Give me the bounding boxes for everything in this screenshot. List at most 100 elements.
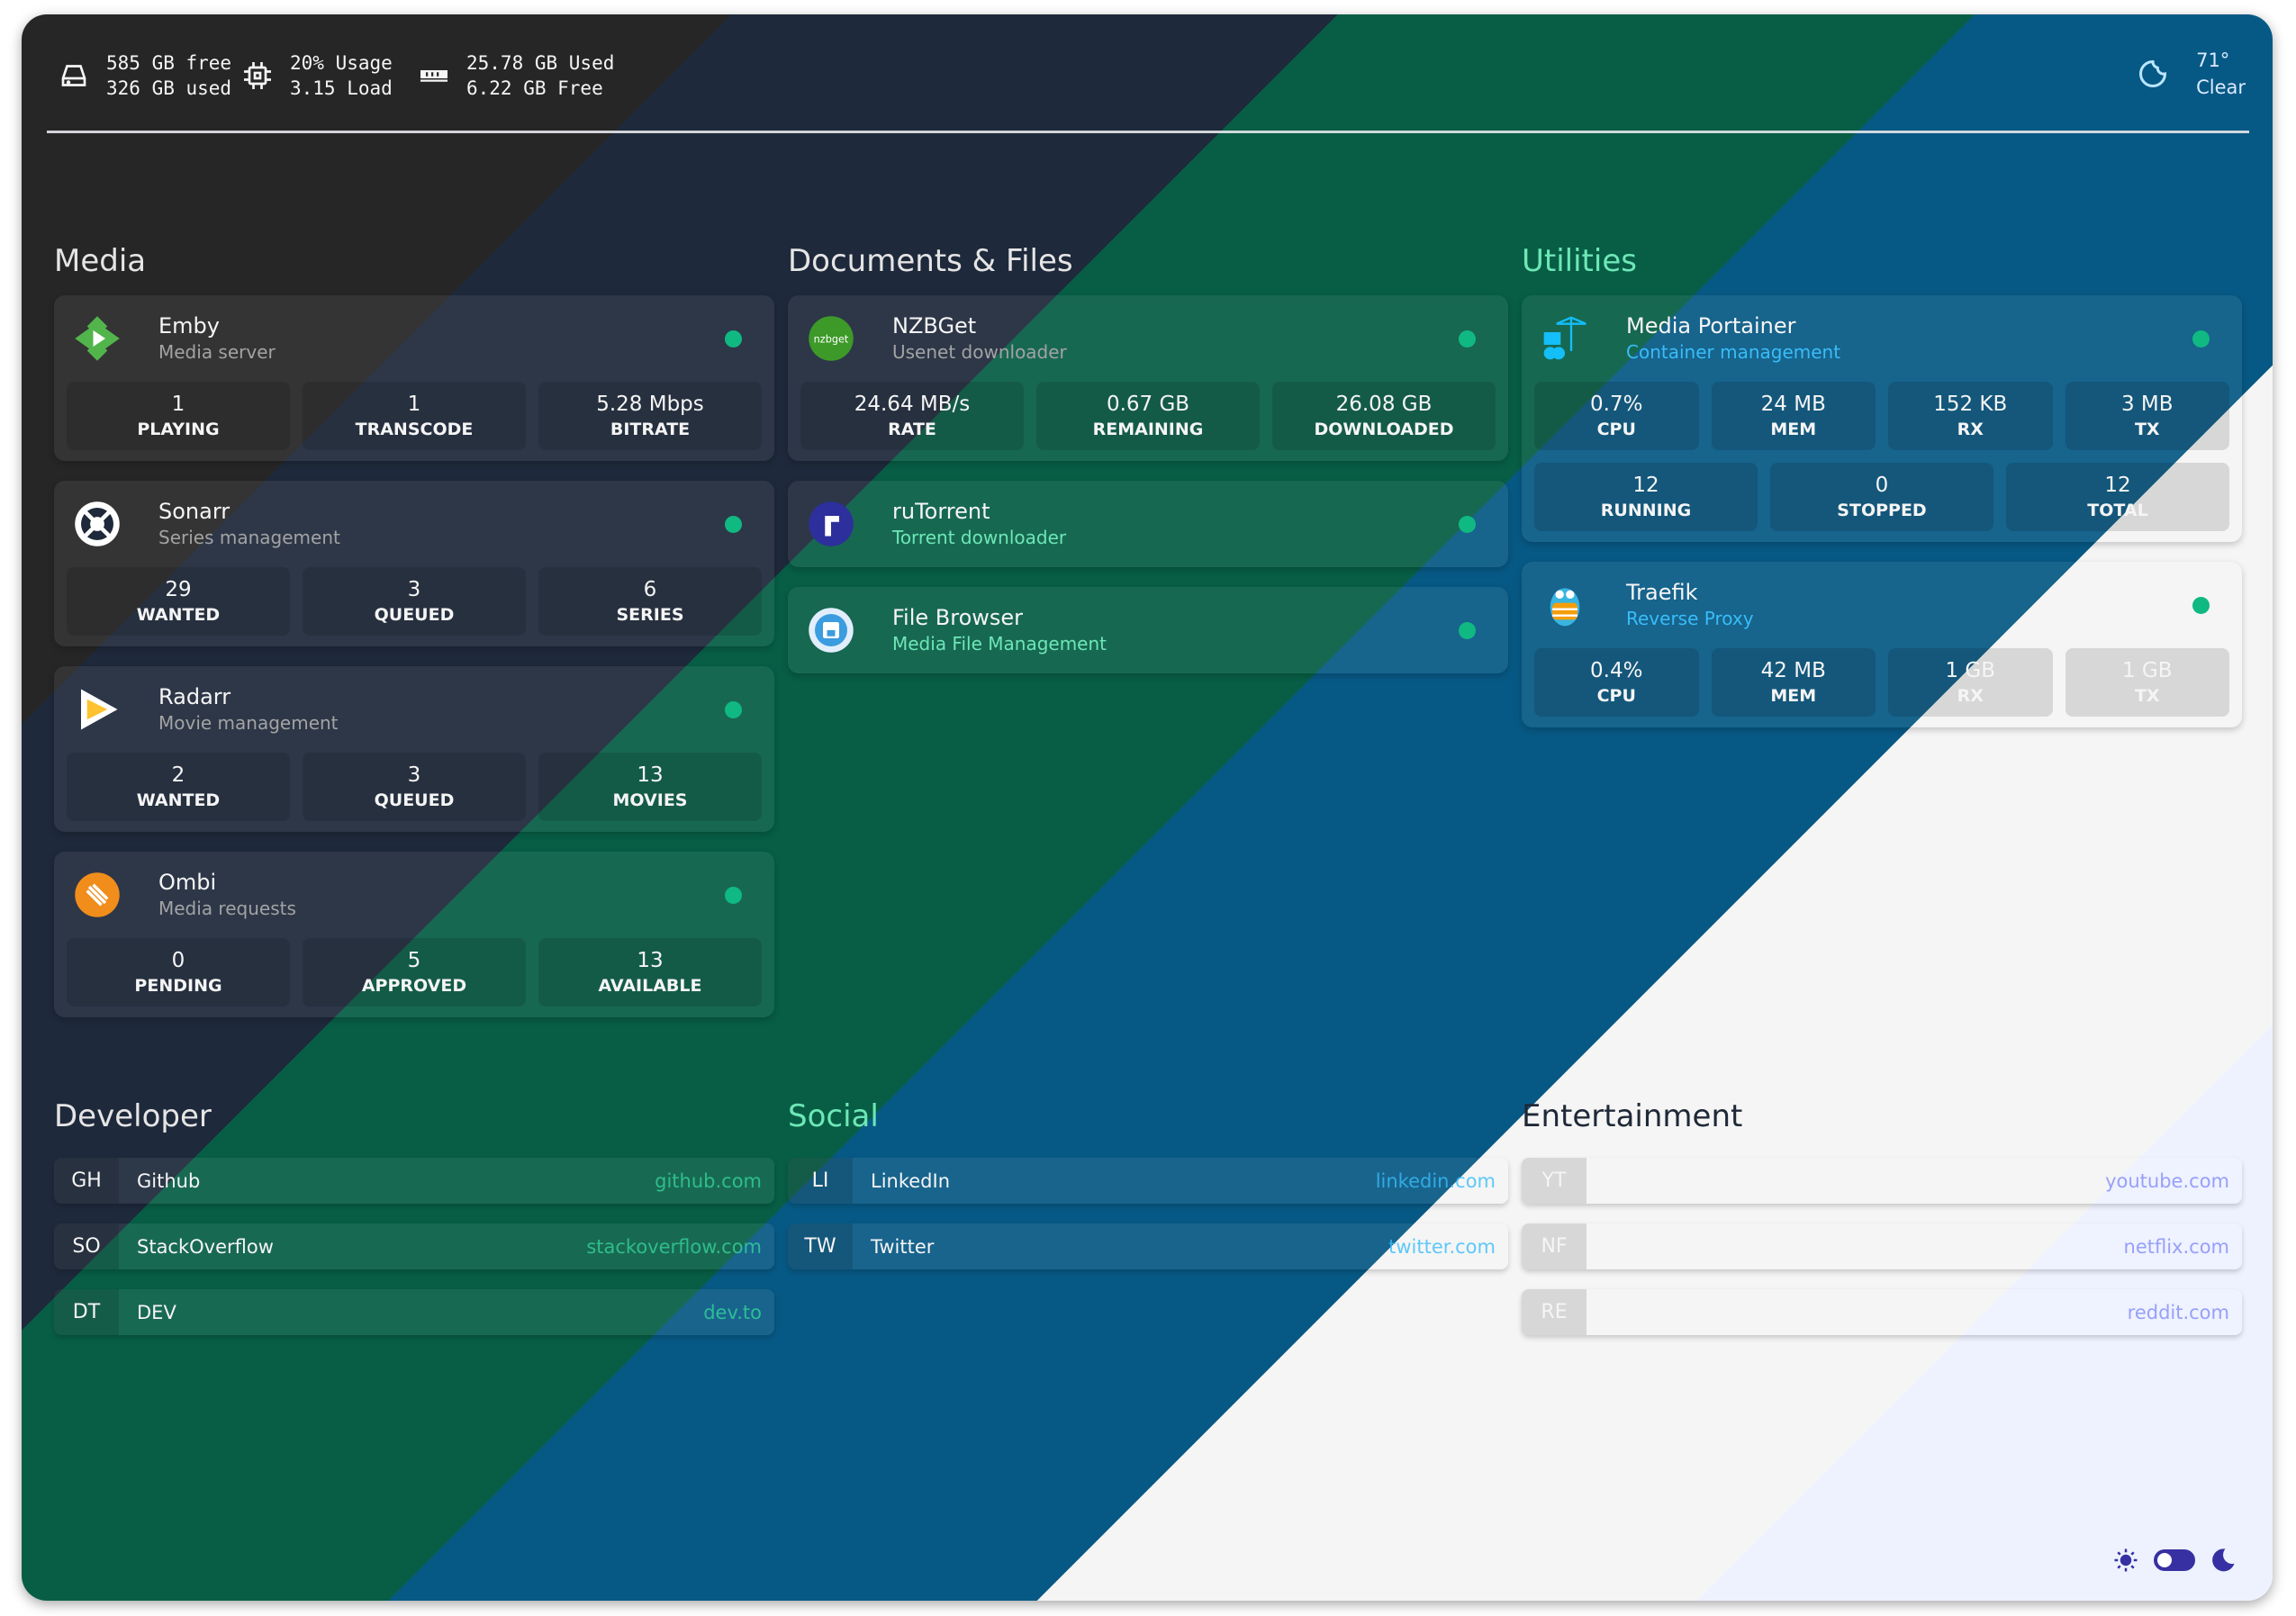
card-header[interactable]: Traefik Reverse Proxy: [1534, 562, 2229, 648]
bookmark-url[interactable]: linkedin.com: [1375, 1169, 1496, 1192]
stat-value: 12: [2104, 474, 2131, 497]
bookmark-url[interactable]: netflix.com: [2123, 1235, 2229, 1258]
bookmark-url[interactable]: reddit.com: [2127, 1301, 2229, 1323]
stat-total: 12 TOTAL: [2006, 463, 2229, 531]
service-card-traefik[interactable]: Traefik Reverse Proxy 0.4% CPU 42 MB MEM 1 GB R…: [1522, 562, 2242, 727]
service-card-sonarr[interactable]: Sonarr Series management 29 WANTED 3 QUEUED 6 S…: [54, 481, 774, 646]
card-header[interactable]: Radarr Movie management: [67, 666, 762, 753]
service-description: Movie management: [158, 712, 339, 734]
card-header[interactable]: Emby Media server: [67, 295, 762, 382]
moon-icon: [2139, 59, 2167, 87]
cpu-load: 3.15 Load: [290, 77, 393, 99]
stat-tx: 1 GB TX: [2065, 648, 2229, 717]
service-description: Series management: [158, 527, 340, 548]
bookmark-netflix[interactable]: NF Netflix netflix.com: [1522, 1223, 2242, 1269]
memory-free: 6.22 GB Free: [466, 77, 603, 99]
weather-widget[interactable]: 71° Clear: [2137, 47, 2246, 101]
stat-rx: 152 KB RX: [1888, 382, 2053, 450]
stat-mem: 24 MB MEM: [1711, 382, 1876, 450]
bookmark-name: LinkedIn: [871, 1169, 951, 1192]
bookmark-url[interactable]: dev.to: [703, 1301, 762, 1323]
stat-label: PENDING: [134, 976, 222, 996]
stat-label: RX: [1957, 686, 1984, 706]
bookmark-name: Twitter: [871, 1235, 935, 1258]
stat-value: 13: [637, 949, 664, 972]
stat-label: QUEUED: [374, 790, 455, 810]
card-header[interactable]: ruTorrent Torrent downloader: [800, 481, 1496, 567]
bookmark-abbreviation: GH: [54, 1158, 119, 1204]
bookmark-stackoverflow[interactable]: SO StackOverflow stackoverflow.com: [54, 1223, 774, 1269]
moon-icon[interactable]: [2210, 1547, 2237, 1574]
stat-approved: 5 APPROVED: [303, 938, 526, 1007]
stat-label: RX: [1957, 420, 1984, 439]
theme-switcher[interactable]: [2112, 1547, 2237, 1574]
stats-row: 12 RUNNING 0 STOPPED 12 TOTAL: [1534, 463, 2229, 531]
service-card-ombi[interactable]: Ombi Media requests 0 PENDING 5 APPROVED 13 AVA…: [54, 852, 774, 1017]
stat-value: 0.4%: [1590, 659, 1643, 682]
bookmark-url[interactable]: stackoverflow.com: [586, 1235, 762, 1258]
bookmark-twitter[interactable]: TW Twitter twitter.com: [788, 1223, 1508, 1269]
service-card-file-browser[interactable]: File Browser Media File Management: [788, 587, 1508, 673]
status-indicator: [1459, 330, 1476, 348]
service-name[interactable]: File Browser: [892, 605, 1024, 630]
stat-transcode: 1 TRANSCODE: [303, 382, 526, 450]
status-indicator: [1459, 622, 1476, 639]
service-name[interactable]: Radarr: [158, 684, 231, 709]
service-name[interactable]: Sonarr: [158, 499, 231, 524]
stat-value: 3: [407, 763, 421, 787]
stat-cpu: 0.4% CPU: [1534, 648, 1699, 717]
bookmark-github[interactable]: GH Github github.com: [54, 1158, 774, 1204]
file-browser-icon: [806, 605, 856, 655]
service-name[interactable]: ruTorrent: [892, 499, 990, 524]
card-header[interactable]: nzbget NZBGet Usenet downloader: [800, 295, 1496, 382]
stat-label: TRANSCODE: [355, 420, 474, 439]
stats-row: 1 PLAYING 1 TRANSCODE 5.28 Mbps BITRATE: [67, 382, 762, 450]
service-card-emby[interactable]: Emby Media server 1 PLAYING 1 TRANSCODE 5.28 M…: [54, 295, 774, 461]
status-indicator: [2192, 330, 2210, 348]
stat-remaining: 0.67 GB REMAINING: [1036, 382, 1260, 450]
service-card-media-portainer[interactable]: Media Portainer Container management 0.7% C…: [1522, 295, 2242, 542]
service-name[interactable]: Media Portainer: [1626, 313, 1796, 339]
section-title: Entertainment: [1522, 1098, 1743, 1134]
memory-used: 25.78 GB Used: [466, 52, 615, 74]
bookmark-url[interactable]: twitter.com: [1388, 1235, 1496, 1258]
service-name[interactable]: NZBGet: [892, 313, 977, 339]
bookmark-name: YouTube: [1604, 1169, 1682, 1192]
bookmark-url[interactable]: youtube.com: [2105, 1169, 2229, 1192]
rutorrent-icon: [806, 499, 856, 549]
bookmark-youtube[interactable]: YT YouTube youtube.com: [1522, 1158, 2242, 1204]
stat-pending: 0 PENDING: [67, 938, 290, 1007]
card-header[interactable]: Ombi Media requests: [67, 852, 762, 938]
disk-free: 585 GB free: [106, 52, 232, 74]
service-name[interactable]: Traefik: [1626, 580, 1698, 605]
bookmark-name: Github: [137, 1169, 201, 1192]
status-indicator: [1459, 516, 1476, 533]
section-title: Media: [54, 243, 147, 279]
section-title: Utilities: [1522, 243, 1637, 279]
stat-series: 6 SERIES: [538, 567, 762, 636]
bookmark-abbreviation: SO: [54, 1223, 119, 1269]
bookmark-reddit[interactable]: RE Reddit reddit.com: [1522, 1289, 2242, 1335]
card-header[interactable]: File Browser Media File Management: [800, 587, 1496, 673]
bookmark-linkedin[interactable]: LI LinkedIn linkedin.com: [788, 1158, 1508, 1204]
card-header[interactable]: Sonarr Series management: [67, 481, 762, 567]
stat-value: 24 MB: [1760, 393, 1826, 416]
card-header[interactable]: Media Portainer Container management: [1534, 295, 2229, 382]
service-card-nzbget[interactable]: nzbget NZBGet Usenet downloader 24.64 MB/s R…: [788, 295, 1508, 461]
theme-toggle[interactable]: [2154, 1549, 2195, 1571]
card-text: NZBGet Usenet downloader: [892, 312, 1067, 365]
card-text: Ombi Media requests: [158, 869, 296, 921]
stat-label: SERIES: [616, 605, 684, 625]
service-name[interactable]: Ombi: [158, 870, 217, 895]
sun-icon[interactable]: [2112, 1547, 2139, 1574]
service-card-radarr[interactable]: Radarr Movie management 2 WANTED 3 QUEUED 13 MO…: [54, 666, 774, 832]
service-name[interactable]: Emby: [158, 313, 220, 339]
stat-queued: 3 QUEUED: [303, 567, 526, 636]
service-card-rutorrent[interactable]: ruTorrent Torrent downloader: [788, 481, 1508, 567]
bookmark-dev[interactable]: DT DEV dev.to: [54, 1289, 774, 1335]
stat-label: TX: [2134, 686, 2160, 706]
stat-value: 3: [407, 578, 421, 601]
status-indicator: [725, 516, 742, 533]
bookmark-url[interactable]: github.com: [655, 1169, 762, 1192]
card-text: Traefik Reverse Proxy: [1626, 579, 1754, 631]
